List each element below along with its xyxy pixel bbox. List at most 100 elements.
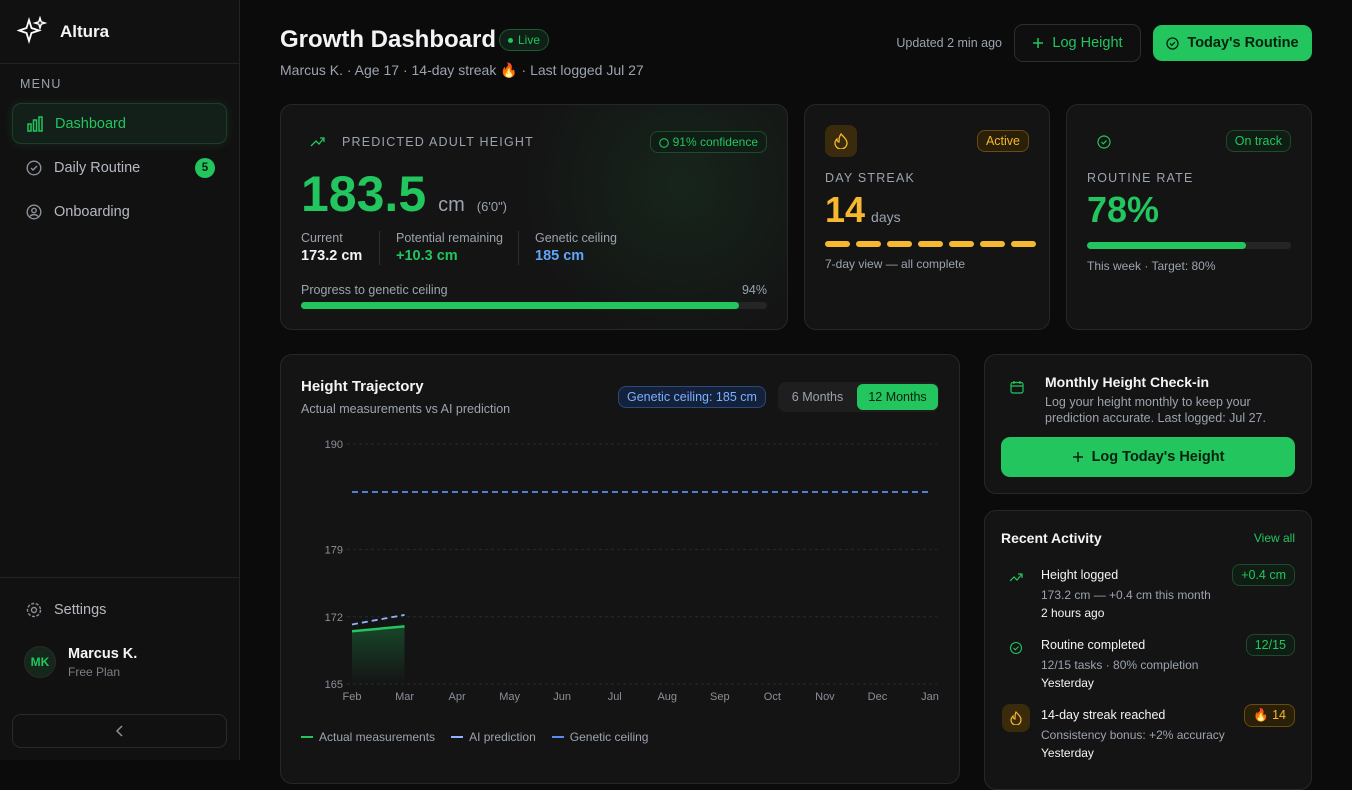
legend-swatch: [551, 736, 564, 738]
activity-card: Recent Activity View all Height logged +…: [984, 510, 1312, 790]
legend-label: Genetic ceiling: [569, 730, 649, 744]
y-tick-label: 190: [325, 439, 343, 451]
day-segment: [825, 241, 850, 247]
nav-settings[interactable]: Settings: [12, 589, 227, 630]
nav-onboarding[interactable]: Onboarding: [12, 191, 227, 232]
divider: [0, 63, 239, 64]
prediction-card: PREDICTED ADULT HEIGHT 91% confidence 18…: [280, 104, 788, 330]
brand-logo: [17, 16, 47, 45]
legend-swatch: [451, 736, 464, 738]
x-tick-label: Feb: [343, 691, 362, 703]
series-line: [351, 625, 405, 633]
page-title: Growth Dashboard: [280, 26, 497, 53]
flame-icon: [834, 133, 848, 149]
activity-detail: 12/15 tasks · 80% completion: [1041, 658, 1199, 672]
stat-label: Genetic ceiling: [535, 231, 617, 245]
button-label: Log Today's Height: [1091, 449, 1225, 465]
trend-icon: [310, 137, 325, 147]
nav-routine[interactable]: Daily Routine 5: [12, 147, 227, 188]
day-segment: [918, 241, 943, 247]
x-tick-label: Jan: [921, 691, 939, 703]
progress-value: 94%: [741, 283, 767, 297]
prediction-unit: cm: [438, 194, 465, 216]
chart-subtitle: Actual measurements vs AI prediction: [301, 402, 511, 416]
trend-icon: [1009, 573, 1023, 582]
y-tick-label: 165: [325, 679, 343, 691]
chart-title: Height Trajectory: [301, 378, 424, 395]
x-tick-label: Sep: [710, 691, 730, 703]
x-tick-label: Apr: [449, 691, 466, 703]
activity-item-title: Height logged: [1041, 568, 1119, 582]
ceiling-badge: Genetic ceiling: 185 cm: [618, 386, 766, 408]
menu-label: MENU: [20, 77, 62, 91]
y-tick-label: 179: [325, 545, 343, 557]
series-line: [351, 613, 405, 626]
routine-card: On track ROUTINE RATE 78% This week · Ta…: [1066, 104, 1312, 330]
check-icon: [1166, 36, 1180, 50]
live-text: Live: [518, 33, 541, 47]
status-badge: Active: [976, 130, 1029, 152]
streak-value: 14: [825, 189, 866, 230]
nav-label: Daily Routine: [54, 159, 141, 176]
stat-label: Potential remaining: [396, 231, 504, 245]
log-today-button[interactable]: Log Today's Height: [1001, 437, 1295, 477]
area-fill: [352, 626, 405, 684]
range-option[interactable]: 6 Months: [791, 390, 844, 404]
activity-badge: +0.4 cm: [1232, 564, 1295, 586]
view-all-link[interactable]: View all: [1253, 531, 1295, 545]
x-tick-label: Dec: [868, 691, 888, 703]
streak-note: 7-day view — all complete: [825, 257, 966, 271]
stat-value: +10.3 cm: [396, 248, 458, 264]
activity-badge: 🔥 14: [1244, 704, 1295, 727]
user-name: Marcus K.: [68, 646, 138, 662]
collapse-icon: [115, 725, 123, 737]
page-subtitle: Marcus K. · Age 17 · 14-day streak 🔥 · L…: [280, 62, 644, 78]
page: Altura MENU Dashboard Daily Routine 5 On…: [0, 0, 1312, 790]
routine-button[interactable]: Today's Routine: [1153, 25, 1312, 61]
x-tick-label: Oct: [764, 691, 781, 703]
activity-badge: 12/15: [1245, 634, 1295, 656]
collapse-button[interactable]: [12, 714, 227, 748]
routine-track: [1087, 242, 1291, 249]
x-tick-label: Aug: [657, 691, 677, 703]
streak-days: [825, 241, 1036, 247]
button-label: Today's Routine: [1187, 35, 1299, 51]
stat-value: 185 cm: [535, 248, 585, 264]
prediction-imperial: (6'0"): [476, 199, 508, 214]
updated-text: Updated 2 min ago: [896, 36, 1002, 50]
x-tick-label: May: [499, 691, 520, 703]
chart-card: Height Trajectory Actual measurements vs…: [280, 354, 960, 784]
x-tick-label: Nov: [815, 691, 835, 703]
legend-label: Actual measurements: [319, 730, 436, 744]
nav-dashboard[interactable]: Dashboard: [12, 103, 227, 144]
status-badge: On track: [1225, 130, 1291, 152]
card-label: PREDICTED ADULT HEIGHT: [342, 135, 534, 149]
day-segment: [980, 241, 1005, 247]
divider: [0, 577, 239, 578]
log-height-button[interactable]: Log Height: [1014, 24, 1141, 62]
progress-label: Progress to genetic ceiling: [301, 283, 448, 297]
card-label: DAY STREAK: [825, 171, 916, 185]
check-icon: [1097, 135, 1111, 149]
confidence-badge: 91% confidence: [649, 131, 767, 153]
checkin-title: Monthly Height Check-in: [1045, 374, 1210, 390]
nav-badge: 5: [195, 158, 215, 178]
nav-label: Settings: [54, 601, 107, 618]
stat-label: Current: [301, 231, 343, 245]
flame-icon: [1010, 711, 1022, 725]
legend-swatch: [301, 736, 313, 738]
stat-divider: [379, 231, 380, 265]
progress-track: [301, 302, 767, 309]
x-tick-label: Jul: [608, 691, 622, 703]
plus-icon: [1033, 38, 1044, 48]
shield-icon: [658, 138, 669, 148]
range-option-active[interactable]: 12 Months: [857, 384, 938, 410]
legend: Actual measurements AI prediction Genetic …: [301, 730, 648, 744]
activity-title: Recent Activity: [1001, 530, 1102, 546]
avatar: MK: [24, 646, 56, 678]
nav-icon: [27, 115, 43, 132]
streak-card: Active DAY STREAK 14 days 7-day view — al…: [804, 104, 1050, 330]
user-plan: Free Plan: [68, 665, 121, 679]
flame-icon-box: [1002, 704, 1030, 732]
prediction-value: 183.5: [301, 166, 427, 222]
